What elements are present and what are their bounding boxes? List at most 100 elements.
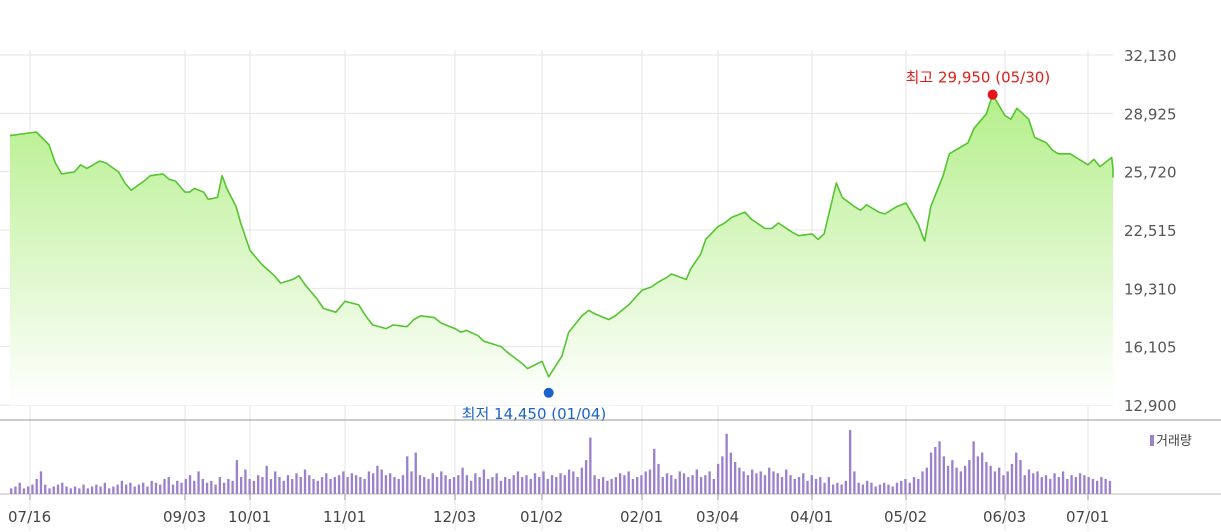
volume-bar	[827, 477, 831, 494]
volume-bar	[819, 477, 822, 494]
volume-bar	[648, 469, 652, 494]
volume-bar	[887, 484, 890, 494]
volume-bar	[806, 480, 809, 494]
volume-bar	[486, 478, 490, 494]
volume-bar	[538, 477, 541, 494]
volume-bar	[116, 484, 119, 494]
volume-bar	[18, 482, 21, 494]
high-marker	[987, 89, 998, 100]
volume-bar	[448, 478, 451, 494]
high-label: 최고 29,950 (05/30)	[906, 69, 1051, 87]
volume-bar	[831, 484, 835, 494]
volume-bar	[154, 482, 158, 494]
volume-bar	[631, 478, 635, 494]
low-marker	[543, 387, 554, 398]
volume-bar	[286, 475, 290, 494]
volume-bar	[90, 486, 94, 494]
volume-bar	[227, 478, 230, 494]
volume-bar	[295, 473, 298, 494]
volume-bar	[636, 477, 639, 494]
volume-bar	[593, 475, 596, 494]
volume-bar	[917, 478, 920, 494]
volume-bar	[687, 477, 690, 494]
date-tick-label: 05/02	[884, 508, 927, 526]
volume-bar	[653, 448, 656, 494]
volume-bar	[738, 467, 741, 494]
price-series	[9, 93, 1114, 405]
volume-bar	[989, 465, 992, 494]
price-axis: 32,130 28,925 25,720 22,515 19,310 16,105 12,9…	[1124, 47, 1177, 415]
volume-bar	[963, 465, 967, 494]
volume-bar	[993, 471, 997, 494]
volume-bar	[39, 471, 43, 494]
date-axis: 07/16 09/03 10/01 11/01 12/03 01/02 02/01 03/04…	[8, 494, 1109, 526]
volume-bar	[797, 477, 801, 494]
volume-bar	[946, 465, 950, 494]
volume-bar	[197, 471, 200, 494]
date-tick-label: 03/04	[696, 508, 739, 526]
volume-bar	[44, 484, 47, 494]
volume-bar	[1091, 478, 1095, 494]
volume-bar	[874, 486, 877, 494]
volume-bar	[235, 460, 239, 494]
volume-bar	[274, 471, 277, 494]
volume-bar	[759, 471, 762, 494]
volume-bar	[606, 480, 609, 494]
volume-bar	[751, 469, 754, 494]
volume-bar	[308, 475, 311, 494]
volume-bar	[763, 475, 767, 494]
volume-bar	[857, 482, 860, 494]
volume-bar	[998, 467, 1001, 494]
volume-bar	[499, 480, 503, 494]
price-tick-label: 12,900	[1124, 397, 1177, 415]
volume-bar	[184, 478, 187, 494]
volume-bar	[291, 478, 294, 494]
volume-bar	[691, 475, 694, 494]
volume-bar	[329, 478, 332, 494]
volume-bar	[980, 452, 984, 494]
volume-bar	[86, 488, 89, 494]
volume-bar	[584, 460, 588, 494]
volume-bar	[670, 475, 673, 494]
volume-bar	[120, 480, 124, 494]
volume-bar	[248, 478, 251, 494]
volume-bar	[618, 473, 622, 494]
volume-bar	[359, 477, 362, 494]
volume-bar	[572, 471, 575, 494]
volume-bar	[729, 452, 733, 494]
volume-bar	[866, 480, 869, 494]
volume-bar	[474, 473, 477, 494]
volume-bar	[1100, 477, 1103, 494]
volume-bar	[699, 477, 703, 494]
volume-bar	[376, 465, 379, 494]
volume-bar	[614, 477, 618, 494]
volume-bar	[363, 478, 366, 494]
volume-bar	[891, 486, 894, 494]
volume-bar	[610, 478, 613, 494]
volume-bar	[870, 482, 873, 494]
volume-bar	[35, 478, 38, 494]
volume-bar	[908, 482, 911, 494]
volume-bar	[1083, 475, 1086, 494]
volume-bar	[176, 480, 179, 494]
price-tick-label: 16,105	[1124, 339, 1177, 357]
volume-bar	[516, 471, 520, 494]
volume-bar	[112, 486, 115, 494]
volume-bar	[772, 471, 775, 494]
volume-bar	[133, 486, 136, 494]
volume-bar	[193, 480, 196, 494]
volume-bar	[171, 484, 175, 494]
volume-bar	[440, 471, 443, 494]
volume-bar	[942, 456, 945, 494]
volume-bar	[478, 477, 481, 494]
volume-bar	[252, 480, 256, 494]
volume-bar	[303, 469, 307, 494]
volume-bar	[768, 467, 771, 494]
volume-bar	[354, 475, 358, 494]
volume-bar	[10, 488, 13, 494]
volume-bar	[61, 482, 64, 494]
volume-bar	[312, 478, 315, 494]
volume-bar	[427, 478, 430, 494]
volume-bar	[393, 477, 396, 494]
